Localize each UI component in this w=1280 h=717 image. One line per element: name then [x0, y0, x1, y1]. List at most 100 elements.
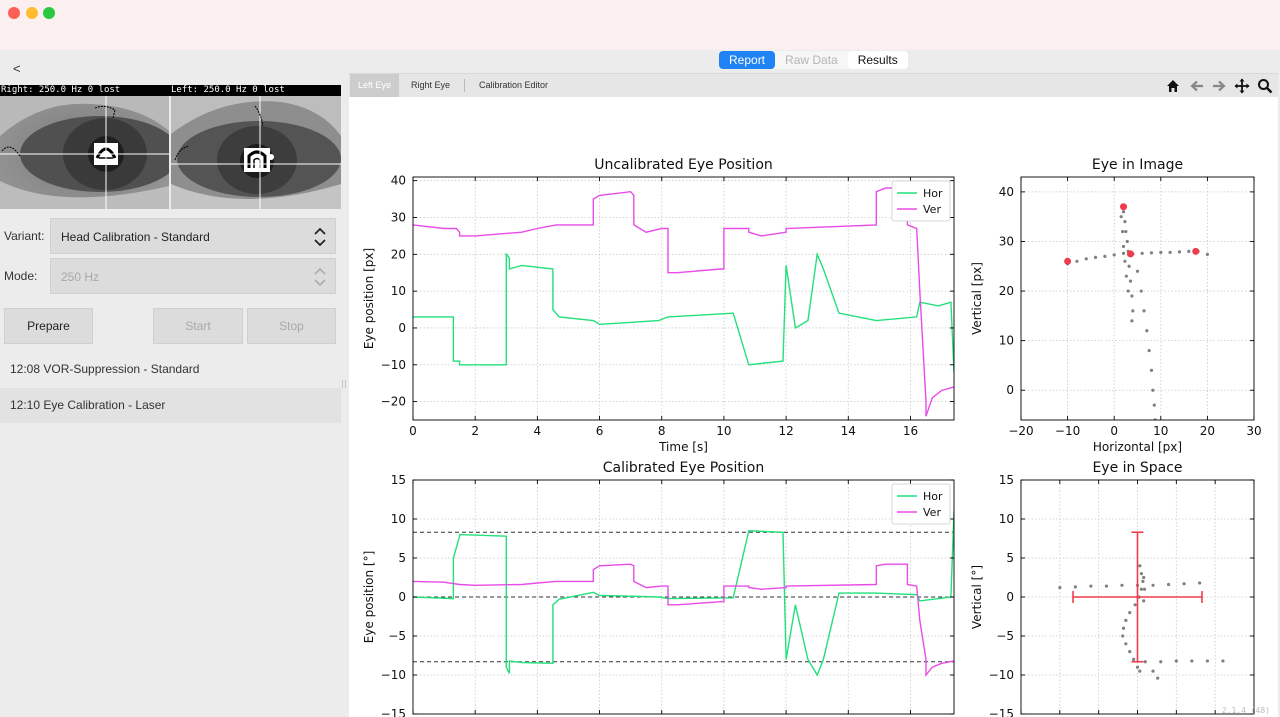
scatter-point — [1143, 660, 1147, 664]
tick-label-x: 6 — [596, 424, 604, 438]
up-down-chevron-icon — [314, 267, 326, 287]
tick-label-x: 10 — [1153, 424, 1168, 438]
scatter-point — [1140, 251, 1144, 255]
scatter-point — [1120, 583, 1124, 587]
scatter-point — [1089, 584, 1093, 588]
data-layer — [1064, 203, 1209, 420]
scatter-point — [1145, 329, 1149, 333]
history-item[interactable]: 12:08 VOR-Suppression - Standard — [10, 362, 200, 376]
scatter-point — [1142, 587, 1147, 591]
x-axis-label: Horizontal [px] — [1093, 440, 1182, 454]
left-eye-camera-view — [171, 96, 341, 209]
tick-label-y: 10 — [391, 284, 406, 298]
chart-title: Eye in Space — [1092, 460, 1182, 476]
tick-label-y: 15 — [391, 473, 406, 487]
scatter-point — [1126, 289, 1130, 293]
scatter-point — [1123, 220, 1127, 224]
segment-results[interactable]: Results — [847, 51, 908, 69]
scatter-point — [1182, 582, 1186, 586]
scatter-point — [1093, 255, 1098, 259]
tick-label-y: 15 — [999, 473, 1014, 487]
scatter-point — [1124, 642, 1128, 646]
forward-arrow-icon[interactable] — [1211, 78, 1227, 94]
main-panel: Report Raw Data Results Left Eye Right E… — [349, 50, 1280, 717]
scatter-point — [1147, 348, 1151, 353]
stop-button[interactable]: Stop — [247, 308, 336, 344]
scatter-point — [1141, 579, 1145, 583]
legend-box — [891, 483, 951, 525]
start-button[interactable]: Start — [153, 308, 243, 344]
y-axis-label: Vertical [°] — [970, 565, 984, 629]
tick-label-y: 10 — [999, 512, 1014, 526]
scatter-point — [1159, 250, 1163, 254]
report-figure[interactable]: 0 2 4 6 8 10 12 14 16 −20 −10 0 10 20 30 40 Uncalibrated… — [349, 97, 1278, 717]
chart-1: −20 −10 0 10 20 30 0 10 20 30 40 Eye in Image Horizo… — [970, 157, 1262, 454]
scatter-point — [1121, 634, 1125, 638]
legend-box — [891, 180, 951, 222]
series-line-ver — [413, 187, 954, 417]
tab-separator — [464, 79, 465, 92]
back-button[interactable]: < — [13, 61, 21, 76]
legend-label-ver: Ver — [923, 506, 941, 519]
scatter-point — [1104, 584, 1109, 588]
pan-icon[interactable] — [1234, 78, 1250, 94]
tick-label-x: 2 — [471, 424, 479, 438]
tick-label-y: 40 — [999, 185, 1014, 199]
scatter-point — [1130, 294, 1134, 298]
scatter-point — [1149, 368, 1154, 373]
target-point — [1120, 203, 1128, 211]
scatter-point — [1149, 251, 1154, 255]
segment-raw-data[interactable]: Raw Data — [785, 53, 838, 67]
scatter-point — [1174, 659, 1178, 663]
mode-label: Mode: — [4, 269, 38, 283]
tick-label-x: −10 — [1055, 424, 1080, 438]
home-icon[interactable] — [1165, 78, 1181, 94]
scatter-point — [1124, 274, 1128, 278]
series-line-hor — [413, 251, 954, 373]
scatter-point — [1142, 309, 1146, 313]
scatter-point — [1205, 659, 1209, 663]
data-layer — [413, 511, 954, 678]
splitter-handle[interactable] — [342, 380, 346, 388]
variant-value: Head Calibration - Standard — [61, 230, 210, 244]
scatter-point — [1138, 669, 1142, 673]
tab-right-eye[interactable]: Right Eye — [411, 80, 451, 90]
back-arrow-icon[interactable] — [1189, 78, 1205, 94]
tick-label-x: 20 — [1200, 424, 1215, 438]
scatter-point — [1124, 618, 1128, 623]
scatter-point — [1121, 244, 1126, 249]
tick-label-y: −15 — [989, 707, 1014, 717]
tab-calibration-editor[interactable]: Calibration Editor — [479, 80, 549, 90]
variant-select[interactable]: Head Calibration - Standard — [50, 218, 336, 254]
minimize-window-button[interactable] — [26, 7, 38, 19]
tick-label-y: −5 — [996, 629, 1014, 643]
scatter-point — [1135, 269, 1140, 273]
scatter-point — [1119, 215, 1123, 219]
scatter-point — [1121, 251, 1126, 255]
zoom-icon[interactable] — [1257, 78, 1273, 94]
tick-label-y: 30 — [999, 234, 1014, 248]
scatter-point — [1123, 259, 1127, 263]
scatter-point — [1166, 582, 1171, 587]
tick-label-x: 0 — [409, 424, 417, 438]
scatter-point — [1128, 650, 1132, 654]
variant-row: Variant: Head Calibration - Standard — [0, 218, 341, 254]
tick-label-x: 30 — [1246, 424, 1261, 438]
variant-label: Variant: — [4, 229, 45, 243]
scatter-point — [1142, 575, 1146, 580]
mode-select[interactable]: 250 Hz — [50, 258, 336, 294]
tick-label-y: −20 — [381, 395, 406, 409]
history-item[interactable]: 12:10 Eye Calibration - Laser — [0, 388, 341, 423]
scatter-point — [1075, 259, 1079, 263]
tab-left-eye[interactable]: Left Eye — [350, 74, 400, 97]
scatter-point — [1205, 252, 1209, 256]
scatter-point — [1133, 603, 1137, 607]
y-axis-label: Eye position [px] — [362, 248, 376, 349]
prepare-button[interactable]: Prepare — [4, 308, 93, 344]
segment-report[interactable]: Report — [719, 51, 776, 69]
close-window-button[interactable] — [8, 7, 20, 19]
zoom-window-button[interactable] — [43, 7, 55, 19]
scatter-point — [1151, 388, 1155, 392]
tick-label-y: 5 — [1006, 551, 1014, 565]
